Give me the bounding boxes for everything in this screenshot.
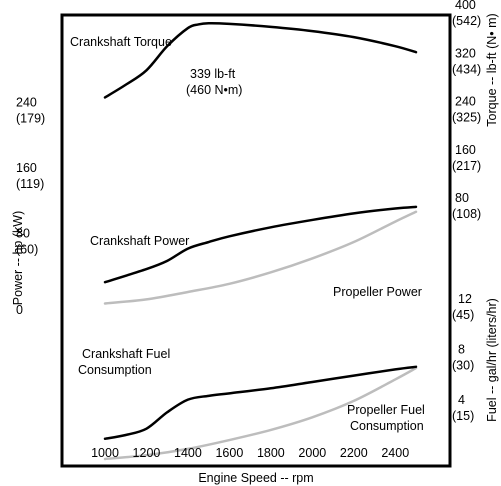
torque-tick-sublabel: (108) [452, 207, 481, 221]
crankshaft-fuel-consumption-line [103, 365, 418, 441]
torque-title-label: Crankshaft Torque [70, 35, 172, 49]
torque-tick-label: 320 [455, 46, 476, 60]
fuel-tick-sublabel: (45) [452, 308, 474, 322]
x-tick-label: 2400 [381, 446, 409, 460]
fuel-tick-sublabel: (30) [452, 359, 474, 373]
series-layer [103, 21, 418, 461]
prop-power-label: Propeller Power [333, 285, 422, 299]
torque-tick-label: 160 [455, 143, 476, 157]
x-axis-title: Engine Speed -- rpm [198, 471, 313, 485]
x-tick-label: 1800 [257, 446, 285, 460]
crank-fuel-label-line2: Consumption [78, 363, 152, 377]
power-tick-label: 0 [16, 303, 23, 317]
x-tick-label: 2200 [340, 446, 368, 460]
x-tick-label: 1000 [91, 446, 119, 460]
x-tick-label: 1600 [215, 446, 243, 460]
torque-tick-label: 240 [455, 95, 476, 109]
crankshaft-torque-line [103, 21, 418, 99]
plot-frame [60, 13, 452, 468]
x-tick-label: 2000 [298, 446, 326, 460]
fuel-axis-title: Fuel -- gal/hr (liters/hr) [485, 298, 499, 422]
x-tick-label: 1200 [133, 446, 161, 460]
propeller-power-line [103, 210, 418, 305]
prop-fuel-label-line1: Propeller Fuel [347, 403, 425, 417]
prop-fuel-label-line2: Consumption [350, 419, 424, 433]
torque-tick-sublabel: (434) [452, 62, 481, 76]
power-tick-label: 240 [16, 96, 37, 110]
power-axis-title: Power -- hp (kW) [11, 211, 25, 305]
fuel-tick-sublabel: (15) [452, 409, 474, 423]
propeller-fuel-consumption-line [103, 366, 418, 461]
torque-tick-sublabel: (217) [452, 159, 481, 173]
power-tick-sublabel: (60) [16, 243, 38, 257]
torque-tick-label: 400 [455, 0, 476, 12]
torque-tick-label: 80 [455, 191, 469, 205]
power-tick-sublabel: (119) [16, 177, 44, 191]
power-tick-sublabel: (179) [16, 112, 45, 126]
fuel-tick-label: 8 [458, 343, 465, 357]
torque-peak-label-lb-ft: 339 lb-ft [190, 67, 236, 81]
crank-power-label: Crankshaft Power [90, 234, 189, 248]
tick-layer: 1000 1200 1400 1600 1800 2000 2200 2400240(179)… [16, 0, 481, 460]
torque-tick-sublabel: (325) [452, 111, 481, 125]
torque-tick-sublabel: (542) [452, 14, 481, 28]
fuel-tick-label: 4 [458, 393, 465, 407]
crank-fuel-label-line1: Crankshaft Fuel [82, 347, 170, 361]
torque-axis-title: Torque -- lb-ft (N• m) [485, 13, 499, 126]
crankshaft-power-line [103, 205, 418, 284]
fuel-tick-label: 12 [458, 292, 472, 306]
power-tick-label: 160 [16, 161, 37, 175]
x-tick-label: 1400 [174, 446, 202, 460]
power-tick-label: 80 [16, 227, 30, 241]
torque-peak-label-nm: (460 N•m) [186, 83, 242, 97]
